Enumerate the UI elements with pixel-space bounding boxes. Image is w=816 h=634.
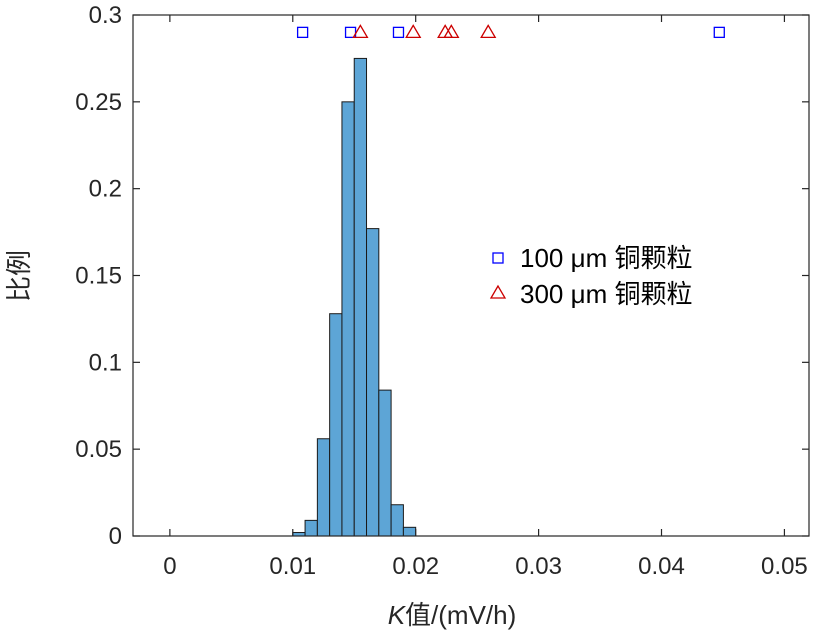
triangle-marker [443, 24, 460, 39]
legend-square-marker [492, 252, 504, 264]
y-tick-label: 0.25 [75, 89, 122, 116]
x-axis-label-italic: K [388, 600, 407, 630]
legend-triangle-marker [489, 284, 507, 299]
triangle-marker [480, 24, 497, 39]
legend: 100 μm 铜颗粒 300 μm 铜颗粒 [489, 243, 692, 309]
x-axis-label: K值/(mV/h) [388, 600, 517, 630]
histogram-bar [402, 526, 417, 537]
legend-item-100um: 100 μm 铜颗粒 [492, 243, 692, 273]
y-axis-label: 比例 [4, 250, 34, 302]
x-tick-label: 0.01 [269, 553, 316, 580]
x-axis-ticks: 0 0.01 0.02 0.03 0.04 0.05 [163, 15, 808, 580]
histogram-bar [378, 389, 392, 537]
triangle-marker [405, 24, 422, 39]
plot-area [133, 15, 809, 536]
x-tick-label: 0.03 [515, 553, 562, 580]
histogram-bar [329, 313, 343, 537]
histogram-bar [353, 57, 368, 537]
y-tick-label: 0.2 [89, 176, 122, 203]
square-marker [296, 26, 309, 39]
triangle-marker [352, 24, 369, 39]
y-tick-label: 0 [109, 523, 122, 550]
x-axis-label-rest: 值/(mV/h) [405, 600, 516, 630]
legend-label-100um: 100 μm 铜颗粒 [520, 243, 692, 273]
y-tick-label: 0.3 [89, 2, 122, 29]
x-tick-label: 0.04 [638, 553, 685, 580]
y-tick-label: 0.1 [89, 349, 122, 376]
square-marker [392, 26, 405, 39]
square-marker [713, 26, 725, 39]
y-tick-label: 0.15 [75, 263, 122, 290]
histogram-bar [366, 228, 380, 537]
histogram-bar [341, 101, 355, 537]
x-tick-label: 0.05 [761, 553, 808, 580]
legend-label-300um: 300 μm 铜颗粒 [520, 279, 692, 309]
y-tick-label: 0.05 [75, 436, 122, 463]
histogram-bar [316, 438, 331, 537]
data-markers [296, 24, 725, 39]
histogram-bar [390, 504, 404, 537]
legend-item-300um: 300 μm 铜颗粒 [489, 279, 692, 309]
histogram-bar [304, 519, 318, 537]
x-tick-label: 0.02 [392, 553, 439, 580]
x-tick-label: 0 [163, 553, 176, 580]
y-axis-ticks: 0 0.05 0.1 0.15 0.2 0.25 0.3 [75, 2, 809, 550]
